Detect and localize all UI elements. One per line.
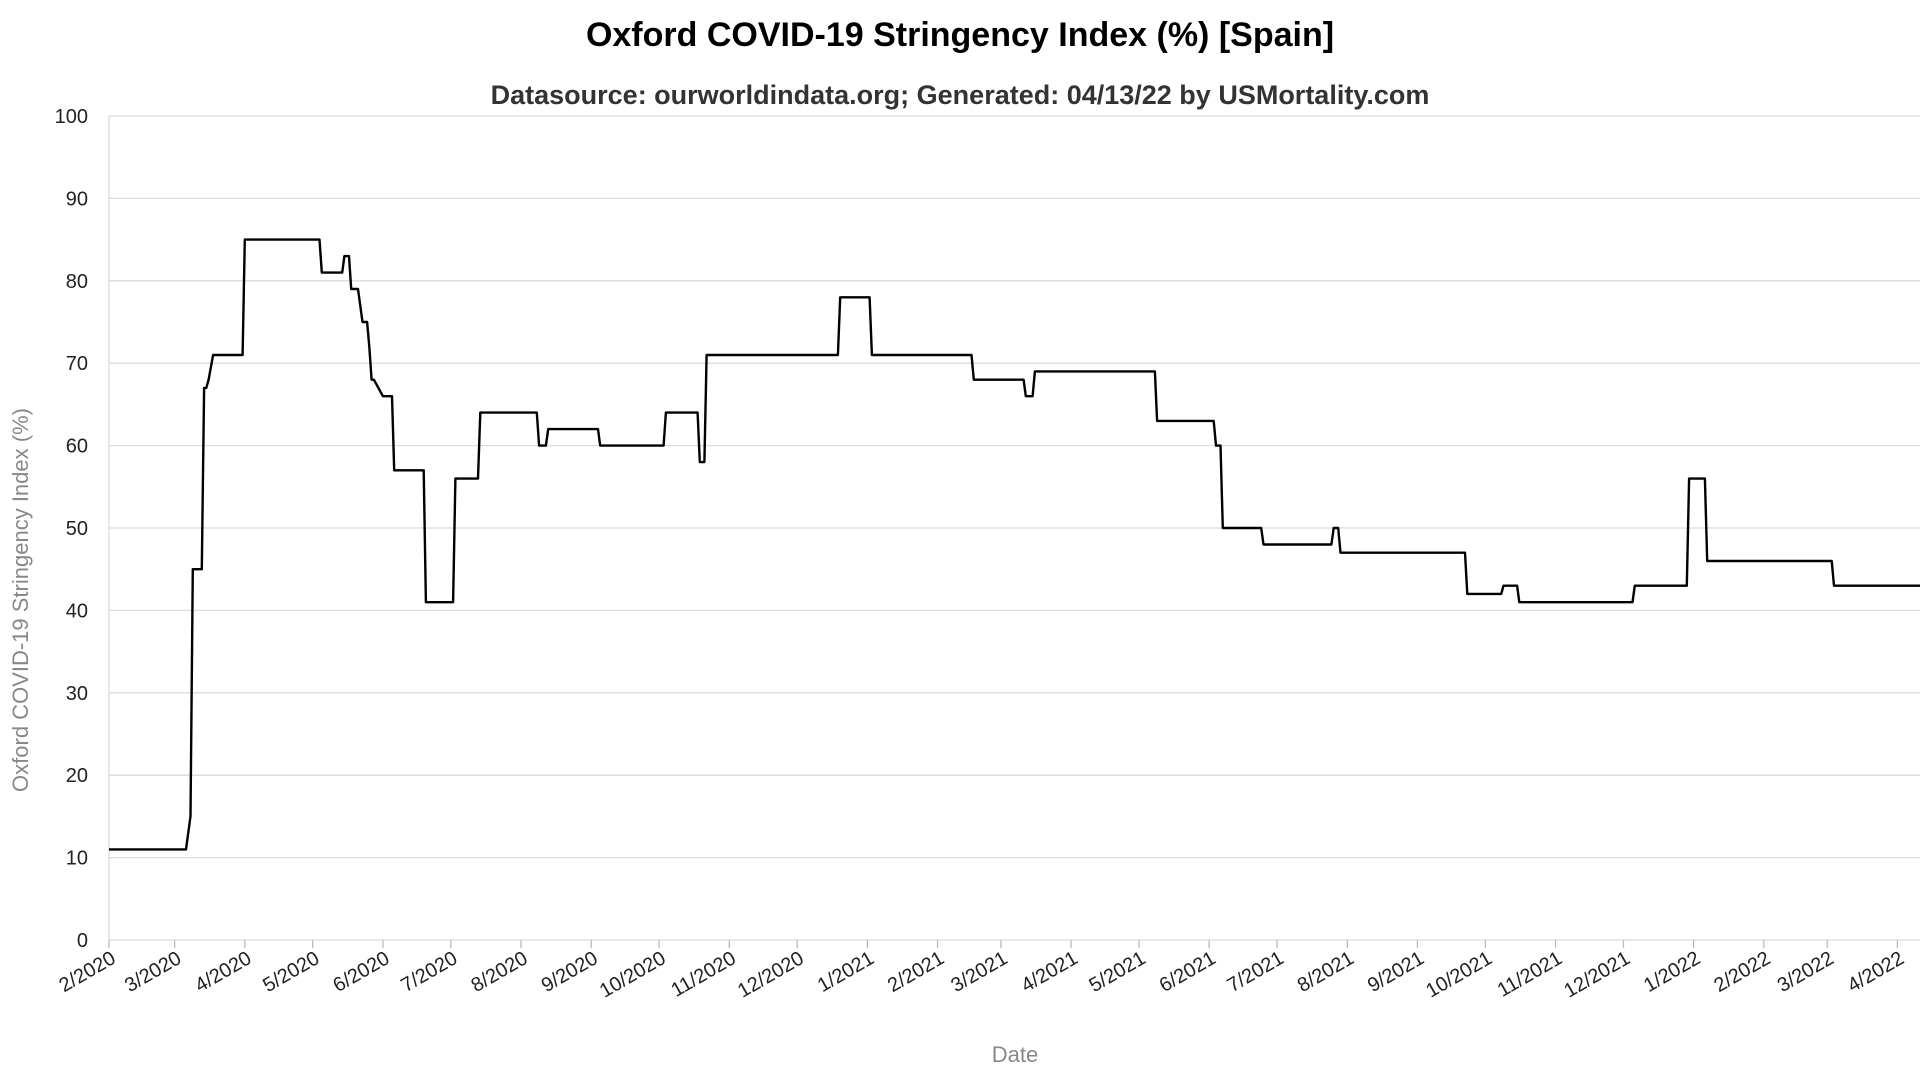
x-tick-label: 4/2021 [1018,947,1082,997]
x-tick-label: 6/2020 [329,947,393,997]
y-tick-label: 100 [55,106,88,128]
x-tick-label: 11/2020 [667,947,739,1001]
x-tick-label: 8/2020 [468,947,532,997]
x-tick-label: 9/2020 [538,947,602,997]
y-tick-label: 80 [66,271,88,293]
y-tick-label: 20 [66,765,88,787]
chart-subtitle: Datasource: ourworldindata.org; Generate… [490,80,1430,110]
x-tick-label: 6/2021 [1156,947,1220,997]
x-tick-label: 1/2021 [814,947,878,997]
x-tick-label: 10/2021 [1422,947,1496,1002]
x-tick-label: 4/2022 [1844,947,1908,997]
y-axis-ticks: 0 10 20 30 40 50 60 70 80 90 100 [55,106,88,952]
x-tick-label: 12/2021 [1560,947,1634,1002]
gridlines [108,115,1920,941]
series-line [109,238,1920,851]
x-tick-label: 5/2021 [1086,947,1150,997]
x-tick-label: 10/2020 [596,947,670,1002]
series-layer [109,238,1920,851]
x-tick-label: 12/2020 [734,947,808,1002]
y-axis-title: Oxford COVID-19 Stringency Index (%) [8,408,33,792]
x-axis-title: Date [992,1042,1038,1067]
x-tick-label: 7/2020 [397,947,461,997]
y-tick-label: 60 [66,436,88,458]
y-tick-label: 50 [66,518,88,540]
x-tick-label: 2/2020 [56,947,120,997]
x-tick-label: 2/2021 [884,947,948,997]
x-tick-label: 3/2021 [947,947,1011,997]
x-tick-label: 8/2021 [1294,947,1358,997]
y-tick-label: 10 [66,848,88,870]
y-tick-label: 30 [66,683,88,705]
x-tick-label: 5/2020 [259,947,323,997]
y-tick-label: 0 [77,930,88,952]
chart-title: Oxford COVID-19 Stringency Index (%) [Sp… [585,16,1335,54]
x-tick-label: 2/2022 [1710,947,1774,997]
x-tick-label: 1/2022 [1640,947,1704,997]
x-tick-label: 3/2022 [1774,947,1838,997]
x-tick-label: 7/2021 [1224,947,1288,997]
y-tick-label: 90 [66,188,88,210]
y-tick-label: 40 [66,600,88,622]
y-tick-label: 70 [66,353,88,375]
x-tick-label: 3/2020 [121,947,185,997]
x-tick-label: 9/2021 [1364,947,1428,997]
x-axis-ticks: 2/2020 3/2020 4/2020 5/2020 6/2020 7/2020 8/20… [56,940,1908,1002]
x-tick-label: 4/2020 [191,947,255,997]
x-tick-label: 11/2021 [1494,947,1566,1001]
